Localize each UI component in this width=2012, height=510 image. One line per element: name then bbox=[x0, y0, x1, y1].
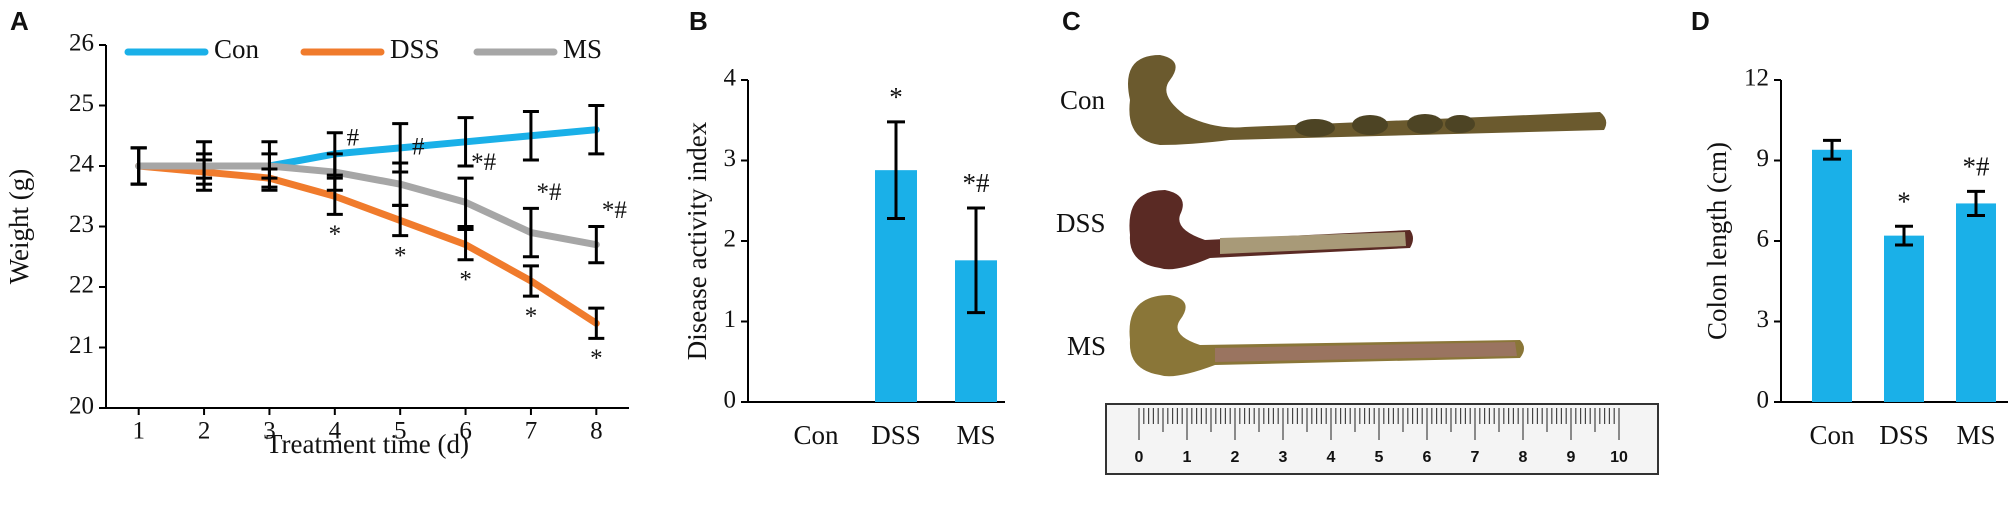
significance-label: * bbox=[889, 82, 903, 112]
x-tick-label: 3 bbox=[263, 418, 276, 445]
significance-label: * bbox=[394, 242, 407, 269]
y-tick-label: 22 bbox=[69, 272, 94, 299]
x-tick-label: 7 bbox=[525, 418, 538, 445]
significance-label: *# bbox=[536, 179, 562, 206]
x-tick-label: 5 bbox=[394, 418, 407, 445]
significance-label: *# bbox=[963, 168, 991, 198]
significance-label: * bbox=[459, 267, 472, 294]
x-tick-label: MS bbox=[1956, 420, 1995, 450]
legend-label: Con bbox=[214, 34, 260, 64]
x-tick-label: Con bbox=[793, 420, 839, 450]
x-tick-label: 6 bbox=[459, 418, 472, 445]
error-bar bbox=[887, 120, 905, 220]
series-line bbox=[135, 162, 600, 249]
ruler-label: 8 bbox=[1519, 449, 1528, 466]
significance-label: # bbox=[347, 125, 360, 152]
error-bar bbox=[522, 206, 539, 259]
significance-label: *# bbox=[602, 197, 628, 224]
ruler-label: 1 bbox=[1183, 449, 1192, 466]
y-axis-label: Colon length (cm) bbox=[1702, 142, 1732, 340]
y-tick-label: 21 bbox=[69, 332, 94, 359]
significance-label: * bbox=[590, 345, 603, 372]
bar bbox=[1956, 203, 1996, 402]
y-tick-label: 26 bbox=[69, 30, 94, 57]
x-tick-label: Con bbox=[1809, 420, 1855, 450]
x-tick-label: MS bbox=[956, 420, 995, 450]
y-tick-label: 6 bbox=[1757, 226, 1770, 253]
error-bar bbox=[457, 228, 474, 262]
error-bar bbox=[588, 104, 605, 156]
y-axis-label: Weight (g) bbox=[4, 169, 34, 285]
error-bar bbox=[588, 225, 605, 265]
y-tick-label: 20 bbox=[69, 393, 94, 420]
error-bar bbox=[1967, 189, 1985, 218]
error-bar bbox=[326, 152, 343, 192]
x-tick-label: DSS bbox=[871, 420, 921, 450]
sample-label: DSS bbox=[1056, 208, 1106, 238]
bar bbox=[1884, 235, 1924, 402]
y-axis-label: Disease activity index bbox=[682, 121, 712, 360]
error-bar bbox=[1823, 138, 1841, 161]
error-bar bbox=[130, 146, 147, 186]
y-tick-label: 9 bbox=[1757, 145, 1770, 172]
y-tick-label: 2 bbox=[724, 226, 737, 253]
x-tick-label: 8 bbox=[590, 418, 603, 445]
ruler-label: 0 bbox=[1135, 449, 1144, 466]
x-tick-label: 2 bbox=[198, 418, 211, 445]
y-tick-label: 24 bbox=[69, 151, 95, 178]
series-line bbox=[135, 162, 600, 327]
error-bar bbox=[392, 161, 409, 207]
y-tick-label: 1 bbox=[724, 306, 737, 333]
ruler-label: 10 bbox=[1610, 449, 1628, 466]
error-bar bbox=[588, 306, 605, 340]
ruler-label: 7 bbox=[1471, 449, 1480, 466]
ruler-label: 3 bbox=[1279, 449, 1288, 466]
y-tick-label: 23 bbox=[69, 211, 94, 238]
panel-letter: D bbox=[1691, 6, 1710, 36]
error-bar bbox=[967, 206, 985, 315]
significance-label: * bbox=[329, 221, 342, 248]
y-tick-label: 12 bbox=[1744, 65, 1769, 92]
significance-label: * bbox=[525, 303, 538, 330]
significance-label: # bbox=[412, 134, 425, 161]
panel-letter: C bbox=[1062, 6, 1081, 36]
error-bar bbox=[196, 152, 213, 180]
x-tick-label: DSS bbox=[1879, 420, 1929, 450]
ruler-label: 5 bbox=[1375, 449, 1384, 466]
error-bar bbox=[1895, 224, 1913, 247]
error-bar bbox=[457, 116, 474, 168]
panel-letter: B bbox=[689, 6, 708, 36]
error-bar bbox=[261, 152, 278, 180]
y-tick-label: 3 bbox=[1757, 306, 1770, 333]
x-axis-label: Treatment time (d) bbox=[266, 429, 469, 459]
ruler-label: 6 bbox=[1423, 449, 1432, 466]
ruler-label: 4 bbox=[1327, 449, 1336, 466]
significance-label: *# bbox=[471, 149, 497, 176]
legend-label: MS bbox=[563, 34, 602, 64]
sample-label: Con bbox=[1060, 85, 1106, 115]
y-tick-label: 25 bbox=[69, 90, 94, 117]
y-tick-label: 3 bbox=[724, 145, 737, 172]
legend-label: DSS bbox=[390, 34, 440, 64]
ruler-label: 2 bbox=[1231, 449, 1240, 466]
y-tick-label: 0 bbox=[1757, 387, 1770, 414]
bar bbox=[1812, 149, 1852, 402]
error-bar bbox=[522, 264, 539, 298]
error-bar bbox=[522, 110, 539, 162]
significance-label: *# bbox=[1963, 152, 1991, 182]
y-tick-label: 0 bbox=[724, 387, 737, 414]
y-tick-label: 4 bbox=[724, 65, 737, 92]
significance-label: * bbox=[1897, 186, 1911, 216]
sample-label: MS bbox=[1067, 331, 1106, 361]
panel-letter: A bbox=[10, 6, 29, 36]
x-tick-label: 1 bbox=[132, 418, 145, 445]
ruler-label: 9 bbox=[1567, 449, 1576, 466]
x-tick-label: 4 bbox=[329, 418, 342, 445]
error-bar bbox=[457, 176, 474, 228]
